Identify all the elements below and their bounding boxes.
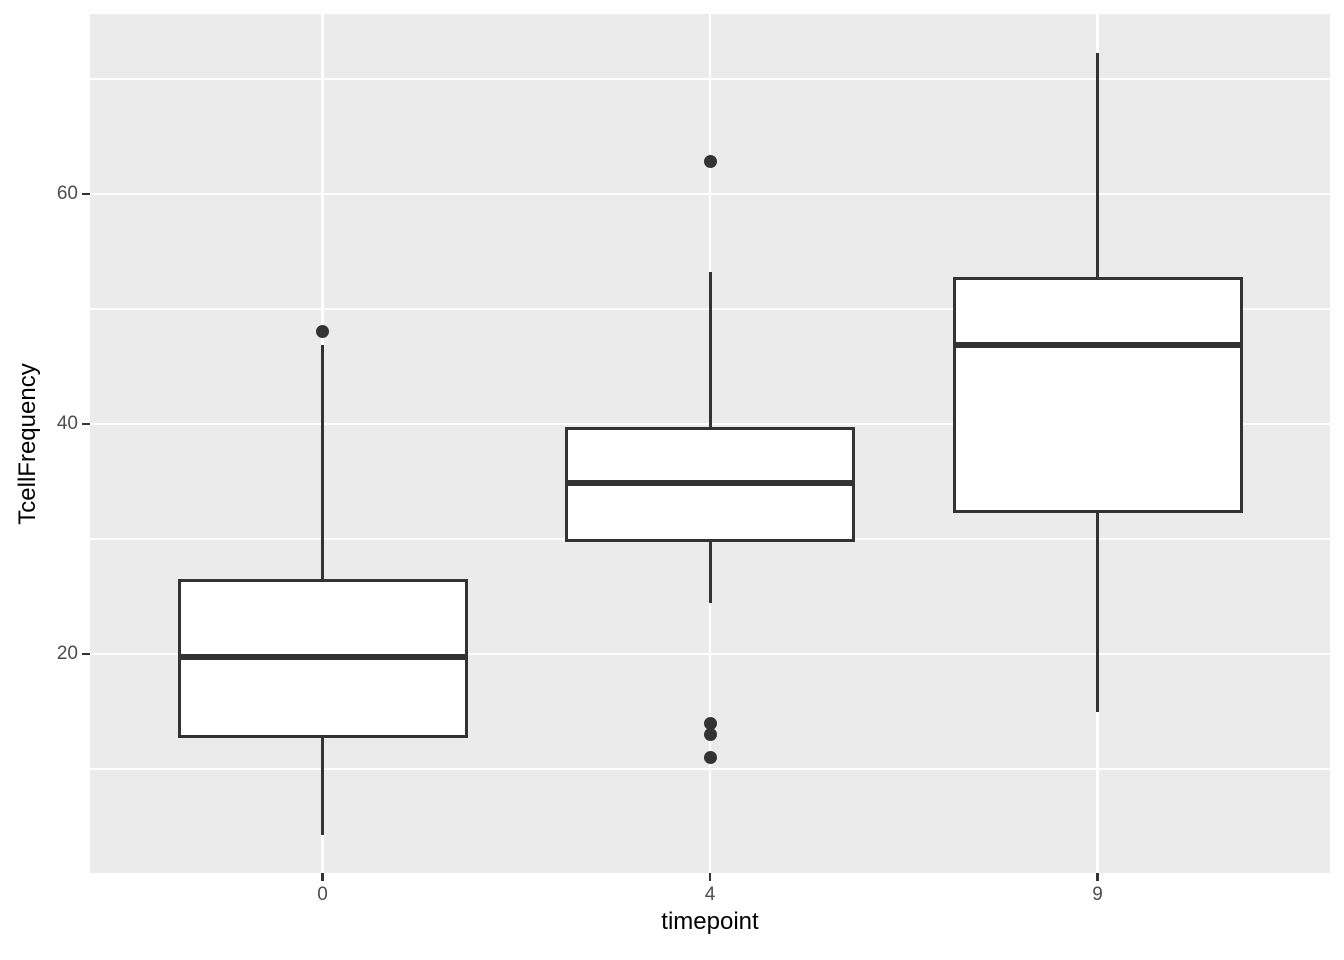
y-tick-mark: [82, 422, 90, 426]
outlier-point: [316, 325, 329, 339]
y-axis-title: TcellFrequency: [14, 362, 41, 525]
x-tick-label: 0: [317, 884, 328, 905]
x-tick-mark: [708, 873, 712, 881]
upper-whisker: [321, 344, 324, 580]
lower-whisker: [708, 542, 712, 604]
outlier-point: [703, 716, 717, 730]
median-line: [565, 479, 855, 486]
x-tick-mark: [321, 873, 324, 881]
x-tick-mark: [1096, 873, 1099, 881]
outlier-point: [703, 155, 717, 169]
y-tick-label: 20: [56, 643, 78, 665]
median-line: [952, 341, 1243, 348]
lower-whisker: [1096, 512, 1099, 712]
y-tick-mark: [82, 652, 90, 656]
x-axis-title: timepoint: [661, 908, 759, 935]
outlier-point: [703, 728, 717, 742]
x-tick-label: 4: [704, 884, 716, 905]
iqr-box: [952, 276, 1243, 513]
y-tick-label: 60: [56, 182, 78, 204]
y-tick-mark: [82, 192, 90, 196]
y-tick-label: 40: [56, 413, 78, 434]
plot-panel: [90, 14, 1330, 873]
lower-whisker: [321, 737, 324, 835]
upper-whisker: [708, 272, 712, 428]
outlier-point: [703, 751, 717, 765]
x-tick-label: 9: [1092, 884, 1103, 905]
upper-whisker: [1096, 52, 1099, 277]
median-line: [177, 654, 468, 661]
